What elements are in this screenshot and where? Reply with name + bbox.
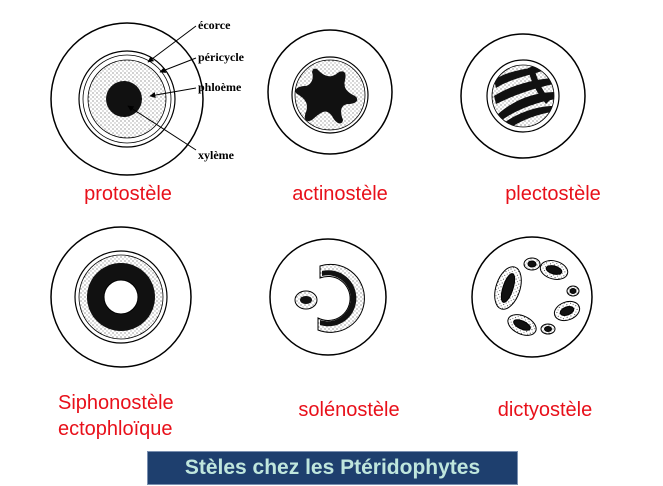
title-banner: Stèles chez les Ptéridophytes — [147, 451, 518, 485]
caption-protostele: protostèle — [84, 183, 172, 205]
solenostele-xylem-arc — [320, 270, 357, 327]
siphonostele-figure — [50, 226, 192, 368]
label-xyleme: xylème — [198, 148, 235, 162]
actinostele-figure — [267, 29, 393, 155]
dictyostele-figure — [471, 236, 593, 358]
label-ecorce: écorce — [198, 18, 231, 32]
label-phloeme: phloème — [198, 80, 242, 94]
caption-siphonostele-line2: ectophloïque — [58, 418, 173, 440]
protostele-figure — [50, 22, 204, 176]
caption-siphonostele: Siphonostèle ectophloïque — [58, 390, 174, 442]
caption-plectostele: plectostèle — [505, 183, 601, 205]
caption-solenostele: solénostèle — [298, 399, 400, 421]
caption-dictyostele: dictyostèle — [497, 399, 593, 421]
plectostele-figure — [460, 33, 586, 159]
actinostele-xylem-star — [295, 68, 358, 124]
caption-siphonostele-line1: Siphonostèle — [58, 392, 174, 414]
caption-actinostele: actinostèle — [292, 183, 388, 205]
endodermis-ring — [82, 54, 172, 144]
solenostele-phloem-arc — [317, 263, 365, 333]
annotation-arrows — [127, 25, 197, 151]
label-pericycle: péricycle — [198, 50, 245, 64]
solenostele-figure — [269, 238, 387, 356]
